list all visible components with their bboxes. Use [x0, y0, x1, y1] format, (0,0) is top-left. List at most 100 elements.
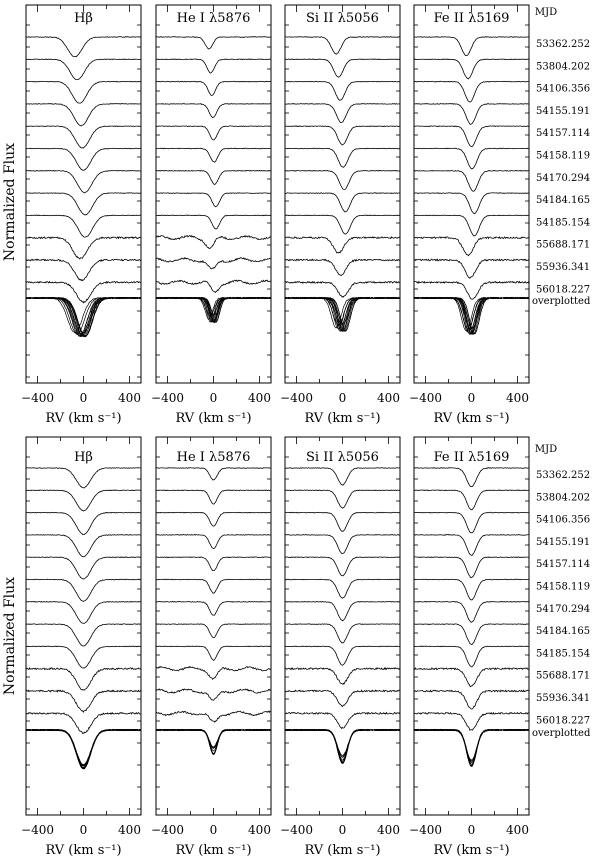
mjd-label: 54106.356: [536, 515, 590, 526]
mjd-label: 55936.341: [536, 693, 590, 704]
spectrum-line: [413, 169, 529, 192]
spectrum-line: [155, 710, 271, 723]
mjd-label: 54158.119: [536, 151, 590, 162]
x-tick-label: 400: [506, 823, 529, 837]
x-tick-label: 400: [118, 391, 141, 405]
mjd-label: 54106.356: [536, 84, 590, 95]
x-tick-label: 400: [248, 823, 271, 837]
spectrum-line: [414, 689, 529, 710]
mjd-label: 53362.252: [536, 470, 590, 481]
spectrum-line: [284, 258, 400, 276]
x-tick-label: 0: [468, 823, 476, 837]
spectrum-line: [25, 236, 141, 260]
y-axis-label: Normalized Flux: [2, 577, 18, 695]
spectrum-line: [156, 489, 271, 505]
mjd-label: 54155.191: [536, 106, 590, 117]
x-axis-label: RV (km s⁻¹): [45, 843, 121, 858]
x-axis-label: RV (km s⁻¹): [433, 843, 509, 858]
panel-HeI: −400 0 400 He I λ5876 RV (km s⁻¹): [151, 4, 272, 426]
spectrum-line: [155, 623, 271, 639]
x-tick-label: −400: [151, 823, 184, 837]
panel-title: Fe II λ5169: [434, 450, 510, 465]
overplotted-line: [155, 728, 271, 748]
spectrum-line: [25, 689, 141, 713]
spectrum-line: [284, 489, 400, 509]
overplotted-line: [25, 728, 141, 770]
mjd-label: 54185.154: [536, 648, 590, 659]
spectrum-line: [25, 80, 141, 104]
spectrum-line: [284, 601, 400, 622]
overplotted-line: [25, 728, 141, 767]
overplotted-line: [285, 296, 400, 332]
overplotted-line: [284, 296, 400, 325]
overplotted-line: [413, 728, 529, 767]
panel-frame: [25, 436, 142, 816]
mjd-header: MJD: [535, 444, 557, 455]
overplotted-line: [155, 728, 271, 749]
spectrum-line: [156, 36, 271, 50]
spectrum-line: [155, 214, 271, 230]
spectrum-line: [25, 556, 141, 580]
x-axis-label: RV (km s⁻¹): [175, 411, 251, 426]
spectrum-line: [155, 103, 271, 119]
overplotted-line: [413, 728, 529, 762]
panel-frame: [413, 4, 530, 384]
mjd-label: 53804.202: [536, 492, 590, 503]
spectrum-line: [285, 192, 400, 213]
panel-Hbeta: −400 0 400 Hβ RV (km s⁻¹): [21, 436, 142, 858]
x-tick-label: −400: [409, 391, 442, 405]
overplotted-line: [155, 296, 271, 317]
spectrum-line: [414, 667, 529, 688]
spectrum-line: [25, 280, 141, 304]
spectrum-line: [156, 467, 271, 481]
overplotted-line: [284, 728, 400, 764]
spectrum-line: [413, 192, 529, 215]
spectrum-line: [413, 125, 529, 147]
x-axis-label: RV (km s⁻¹): [433, 411, 509, 426]
panel-SiII: −400 0 400 Si II λ5056 RV (km s⁻¹): [280, 436, 401, 858]
x-tick-label: −400: [21, 823, 54, 837]
spectrum-line: [155, 80, 271, 96]
overplotted-line: [413, 296, 529, 329]
overplotted-line: [25, 728, 141, 768]
overplotted-line: [284, 728, 400, 758]
spectrum-line: [284, 36, 400, 55]
spectrum-line: [413, 58, 529, 80]
overplotted-line: [284, 296, 400, 332]
spectrum-line: [284, 467, 400, 486]
x-tick-label: 400: [118, 823, 141, 837]
spectrum-line: [25, 578, 141, 602]
x-tick-label: 400: [506, 391, 529, 405]
overplotted-line: [25, 728, 141, 770]
spectrum-line: [25, 147, 141, 171]
panel-FeII: −400 0 400 Fe II λ5169 RV (km s⁻¹): [409, 436, 530, 858]
x-tick-label: 0: [468, 391, 476, 405]
x-axis-label: RV (km s⁻¹): [304, 411, 380, 426]
overplotted-line: [413, 728, 529, 762]
mjd-label: 53804.202: [536, 61, 590, 72]
x-tick-label: −400: [280, 823, 313, 837]
spectrum-line: [25, 192, 141, 216]
overplotted-line: [413, 728, 529, 765]
panel-frame: [155, 436, 272, 816]
x-axis-label: RV (km s⁻¹): [304, 843, 380, 858]
panel-frame: [284, 436, 401, 816]
spectrum-line: [155, 234, 271, 249]
overplotted-line: [25, 728, 141, 766]
spectrum-line: [413, 711, 529, 731]
spectrum-line: [284, 511, 400, 532]
overplotted-line: [25, 728, 141, 769]
overplotted-line: [284, 296, 400, 332]
spectrum-line: [155, 192, 271, 208]
overplotted-line: [25, 728, 141, 770]
spectrum-line: [25, 667, 141, 691]
panel-FeII: −400 0 400 Fe II λ5169 RV (km s⁻¹): [409, 4, 530, 426]
overplotted-line: [413, 296, 529, 330]
spectrum-line: [284, 280, 400, 298]
spectrum-line: [155, 665, 271, 680]
overplotted-line: [284, 728, 400, 756]
panel-title: Hβ: [74, 11, 93, 26]
x-tick-label: 400: [248, 391, 271, 405]
spectrum-line: [284, 689, 400, 708]
panel-title: Hβ: [74, 450, 93, 465]
